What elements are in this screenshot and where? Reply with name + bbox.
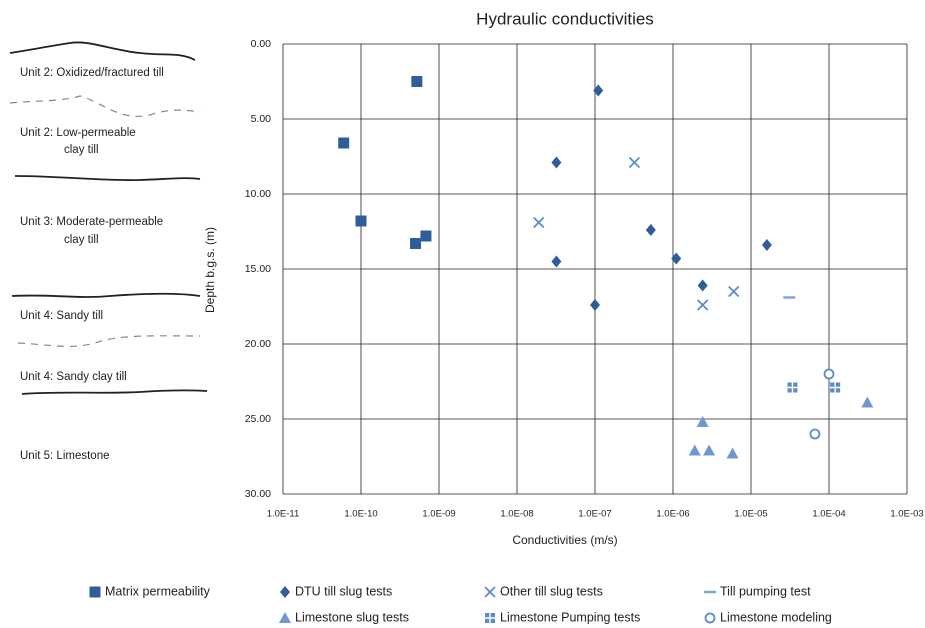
legend-marker [704, 612, 716, 624]
y-tick-label: 20.00 [245, 338, 271, 350]
x-tick-label: 1.0E-09 [422, 509, 455, 520]
point [551, 156, 562, 169]
strata-label: clay till [64, 144, 99, 156]
point [703, 444, 716, 456]
legend-marker [279, 612, 291, 623]
legend-item: Limestone slug tests [279, 610, 409, 624]
legend-marker [89, 586, 101, 598]
legend-marker [280, 586, 290, 598]
legend-label: Other till slug tests [500, 584, 603, 598]
x-axis-label: Conductivities (m/s) [512, 533, 617, 547]
strata-label: Unit 2: Oxidized/fractured till [20, 67, 164, 79]
strata-label: clay till [64, 234, 99, 246]
y-tick-label: 25.00 [245, 413, 271, 425]
x-tick-label: 1.0E-06 [656, 509, 689, 520]
point [697, 279, 708, 292]
boundary [14, 175, 201, 182]
boundary [21, 389, 208, 395]
point [696, 416, 709, 427]
y-tick-label: 30.00 [245, 488, 271, 500]
x-tick-label: 1.0E-08 [500, 509, 533, 520]
point [697, 299, 709, 311]
boundary [9, 95, 201, 117]
strata-label: Unit 4: Sandy clay till [20, 371, 127, 383]
legend-label: Limestone Pumping tests [500, 610, 640, 624]
y-axis-label: Depth b.g.s. (m) [203, 227, 217, 313]
legend-marker [484, 586, 496, 598]
point [823, 368, 835, 380]
point [410, 238, 422, 249]
point [628, 156, 641, 169]
boundary [17, 335, 201, 347]
point [787, 382, 798, 393]
legend-item: DTU till slug tests [280, 584, 392, 598]
point [728, 285, 740, 298]
legend-label: Limestone slug tests [295, 610, 409, 624]
point [726, 447, 739, 459]
point [861, 396, 874, 408]
legend-item: Matrix permeability [89, 584, 211, 598]
y-tick-label: 15.00 [245, 263, 271, 275]
point [593, 84, 604, 97]
y-tick-label: 5.00 [251, 113, 272, 125]
strata-label: Unit 3: Moderate-permeable [20, 216, 163, 228]
strata-boundaries [9, 41, 208, 395]
x-tick-label: 1.0E-04 [812, 509, 845, 520]
x-tick-label: 1.0E-11 [267, 509, 300, 520]
point [671, 252, 682, 265]
x-tick-label: 1.0E-07 [578, 509, 611, 520]
point [355, 215, 367, 227]
chart-title: Hydraulic conductivities [476, 9, 654, 28]
point [551, 255, 562, 268]
boundary [9, 41, 196, 61]
legend-label: Matrix permeability [105, 584, 211, 598]
x-tick-label: 1.0E-03 [890, 509, 923, 520]
point [411, 76, 423, 87]
legend-label: DTU till slug tests [295, 584, 392, 598]
legend-item: Other till slug tests [484, 584, 603, 598]
strata-label: Unit 5: Limestone [20, 450, 110, 462]
x-tick-label: 1.0E-10 [344, 509, 377, 520]
strata-label: Unit 2: Low-permeable [20, 127, 136, 139]
point [533, 216, 545, 229]
legend-item: Limestone Pumping tests [485, 610, 640, 624]
point [688, 444, 701, 456]
point [338, 137, 350, 149]
strata-label: Unit 4: Sandy till [20, 310, 103, 322]
y-tick-label: 10.00 [245, 188, 271, 200]
legend-item: Limestone modeling [704, 610, 832, 624]
point [590, 299, 600, 311]
x-tick-label: 1.0E-05 [734, 509, 767, 520]
point [645, 224, 656, 236]
point [420, 230, 432, 242]
legend-item: Till pumping test [704, 584, 811, 598]
point [830, 382, 841, 393]
legend-label: Limestone modeling [720, 610, 832, 624]
point [809, 428, 821, 440]
boundary [11, 292, 201, 298]
y-tick-label: 0.00 [251, 38, 272, 50]
point [761, 239, 772, 251]
legend-label: Till pumping test [720, 584, 811, 598]
legend-marker [485, 613, 495, 623]
